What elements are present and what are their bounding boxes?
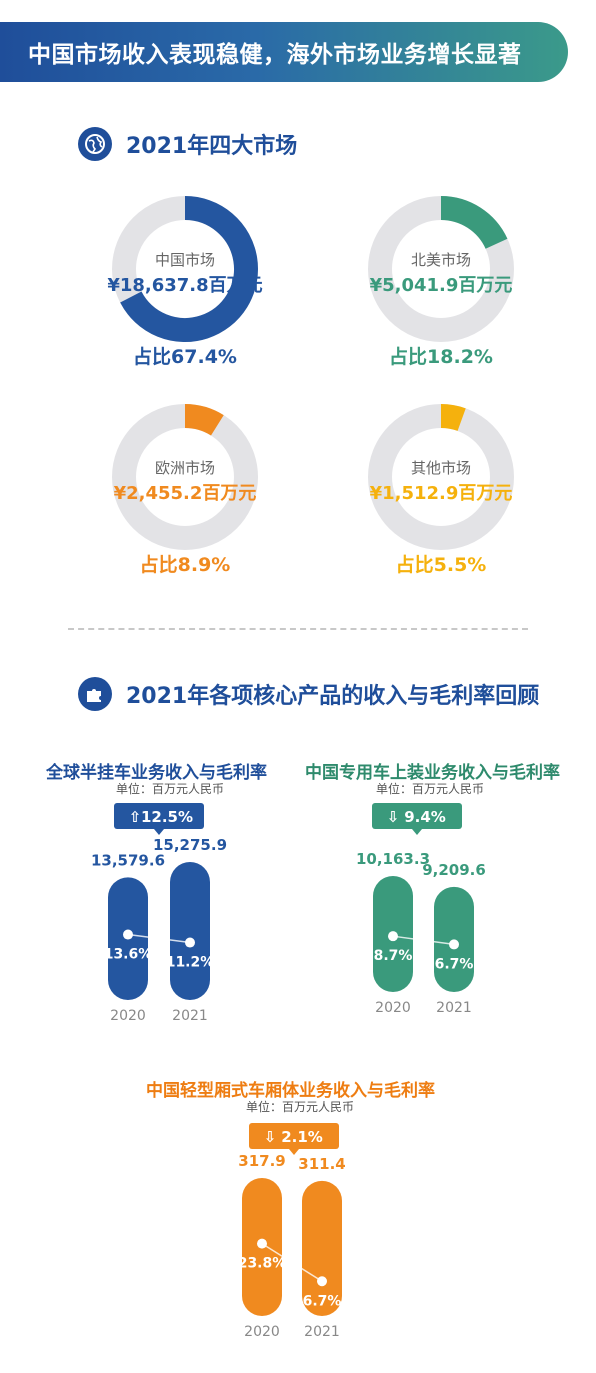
product1-unit: 单位：百万元人民币 xyxy=(116,782,225,796)
donut-name-2: 北美市场 xyxy=(411,251,471,269)
product3-value-2020: 317.9 xyxy=(238,1152,285,1170)
donut-slice-1 xyxy=(120,196,258,342)
donut-name-3: 欧洲市场 xyxy=(155,459,215,477)
product2-badge-pointer xyxy=(412,829,422,835)
product1-bar-2021 xyxy=(170,862,210,1000)
product3-margin-dot-2020 xyxy=(257,1238,267,1249)
globe-icon xyxy=(78,127,112,161)
product1-value-2021: 15,275.9 xyxy=(153,836,227,854)
section-divider xyxy=(68,628,528,630)
section-markets-label: 2021年四大市场 xyxy=(126,134,298,159)
product3-margin-2020: 23.8% xyxy=(238,1256,287,1272)
product1-margin-2020: 13.6% xyxy=(104,947,153,963)
product2-margin-2020: 8.7% xyxy=(374,948,413,964)
product2-value-2020: 10,163.3 xyxy=(356,850,430,868)
donut-slice-4 xyxy=(440,404,466,432)
donut-name-4: 其他市场 xyxy=(411,459,471,477)
product2-margin-2021: 6.7% xyxy=(435,956,474,972)
product3-value-2021: 311.4 xyxy=(298,1155,345,1173)
product1-change-label: 12.5% xyxy=(141,808,193,826)
product2-category-2020: 2020 xyxy=(375,1000,411,1016)
product2-margin-dot-2020 xyxy=(388,931,398,942)
product1-margin-line xyxy=(127,933,191,944)
product2-change-badge xyxy=(372,803,462,829)
donut-share-4: 占比5.5% xyxy=(396,553,487,576)
product3-margin-2021: 6.7% xyxy=(303,1293,342,1309)
product1-category-2021: 2021 xyxy=(172,1008,208,1024)
arrow-up-icon: ⇧ xyxy=(129,808,142,826)
product3-change-badge xyxy=(249,1123,339,1149)
product3-change-label: 2.1% xyxy=(281,1128,323,1146)
header-title: 中国市场收入表现稳健，海外市场业务增长显著 xyxy=(28,42,522,68)
product3-badge-pointer xyxy=(289,1149,299,1155)
donut-name-1: 中国市场 xyxy=(155,251,215,269)
product2-title: 中国专用车上装业务收入与毛利率 xyxy=(305,763,560,783)
arrow-down-icon: ⇩ xyxy=(264,1128,277,1146)
donut-value-3: ¥2,455.2百万元 xyxy=(114,483,257,504)
donut-share-2: 占比18.2% xyxy=(389,345,493,368)
donut-share-3: 占比8.9% xyxy=(140,553,231,576)
donut-value-4: ¥1,512.9百万元 xyxy=(370,483,513,504)
donut-slice-2 xyxy=(440,196,508,250)
product2-value-2021: 9,209.6 xyxy=(422,861,486,879)
product2-unit: 单位：百万元人民币 xyxy=(376,782,485,796)
product3-title: 中国轻型厢式车厢体业务收入与毛利率 xyxy=(146,1081,435,1101)
product3-category-2020: 2020 xyxy=(244,1324,280,1340)
product3-unit: 单位：百万元人民币 xyxy=(246,1100,355,1114)
section-products-label: 2021年各项核心产品的收入与毛利率回顾 xyxy=(126,684,540,709)
product3-category-2021: 2021 xyxy=(304,1324,340,1340)
arrow-down-icon: ⇩ xyxy=(387,808,400,826)
product2-margin-line xyxy=(392,935,455,946)
header-banner: 中国市场收入表现稳健，海外市场业务增长显著 xyxy=(0,22,568,82)
product2-change-label: 9.4% xyxy=(404,808,446,826)
product2-category-2021: 2021 xyxy=(436,1000,472,1016)
product3-margin-line xyxy=(261,1243,323,1282)
product2-margin-dot-2021 xyxy=(449,939,459,950)
donut-share-1: 占比67.4% xyxy=(133,345,237,368)
product1-badge-pointer xyxy=(154,829,164,835)
section-products-title: 2021年各项核心产品的收入与毛利率回顾 xyxy=(78,676,539,712)
product3-bar-2021 xyxy=(302,1180,342,1316)
donut-value-2: ¥5,041.9百万元 xyxy=(370,275,513,296)
product1-value-2020: 13,579.6 xyxy=(91,851,165,869)
product1-margin-dot-2020 xyxy=(123,929,133,940)
product1-margin-dot-2021 xyxy=(185,937,195,948)
donut-slice-3 xyxy=(184,404,224,436)
product1-margin-2021: 11.2% xyxy=(166,955,215,971)
product1-category-2020: 2020 xyxy=(110,1008,146,1024)
section-markets-title: 2021年四大市场 xyxy=(78,126,297,162)
donut-track xyxy=(112,404,258,550)
product1-change-badge xyxy=(114,803,204,829)
product3-margin-dot-2021 xyxy=(317,1276,327,1287)
donut-value-1: ¥18,637.8百万元 xyxy=(107,275,262,296)
donut-track xyxy=(368,404,514,550)
product1-title: 全球半挂车业务收入与毛利率 xyxy=(46,763,267,783)
puzzle-icon xyxy=(78,677,112,711)
